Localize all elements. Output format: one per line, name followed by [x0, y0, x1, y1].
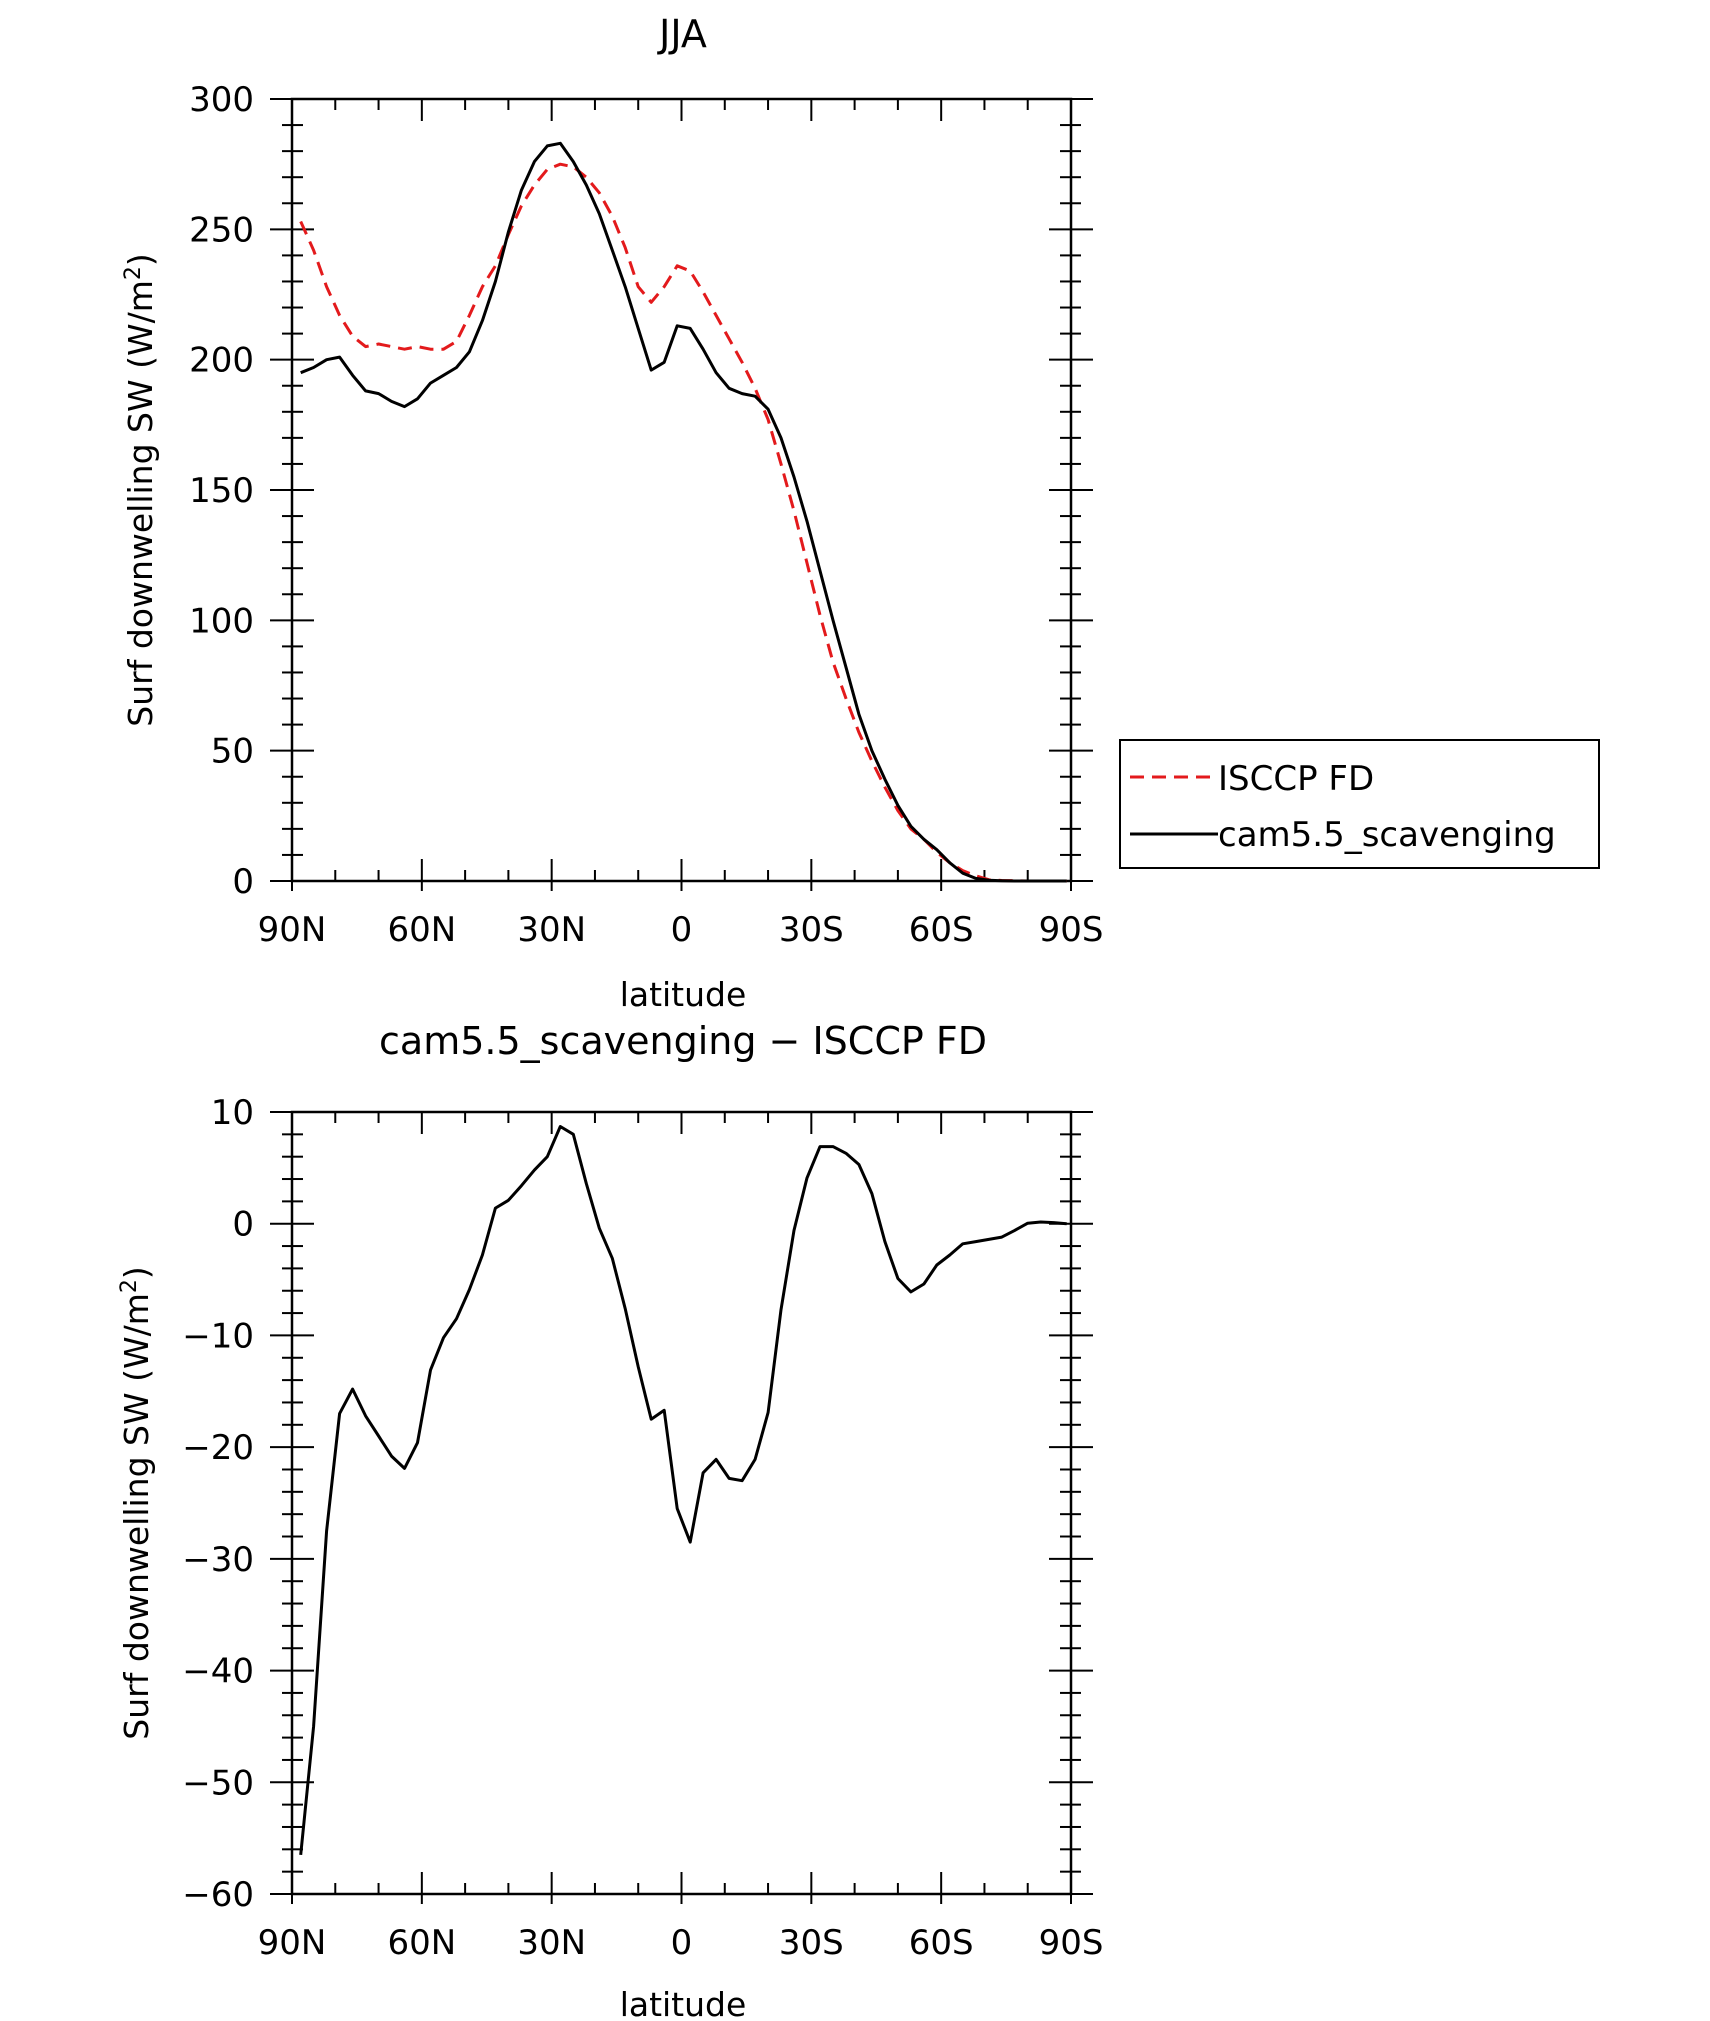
x-tick-label: 30N — [517, 1923, 586, 1963]
y-tick-label: 150 — [189, 471, 254, 511]
legend-label-isccp-fd: ISCCP FD — [1218, 759, 1374, 799]
y-tick-label: −50 — [182, 1763, 254, 1803]
x-tick-label: 0 — [671, 1923, 693, 1963]
y-tick-label: 10 — [211, 1093, 254, 1133]
y-tick-label: −10 — [182, 1316, 254, 1356]
tick-marks — [270, 98, 1093, 891]
x-tick-label: 90S — [1039, 910, 1104, 950]
bottom-panel: cam5.5_scavenging − ISCCP FD 90N 60N 30N 0 3… — [117, 1019, 1103, 2021]
series-layer — [299, 141, 1067, 883]
y-tick-label: −20 — [182, 1428, 254, 1468]
x-tick-label: 30N — [517, 910, 586, 950]
plot-frame — [290, 1110, 1073, 1896]
x-tick-label: 60S — [909, 1923, 974, 1963]
y-tick-label: −30 — [182, 1540, 254, 1580]
series-line-difference — [299, 1125, 1067, 1856]
y-tick-labels: 10 0 −10 −20 −30 −40 −50 −60 — [182, 1093, 254, 1915]
y-tick-label: −40 — [182, 1652, 254, 1692]
x-tick-label: 60S — [909, 910, 974, 950]
y-tick-label: 50 — [211, 732, 254, 772]
legend-label-cam5-5-scavenging: cam5.5_scavenging — [1218, 815, 1556, 855]
x-tick-label: 30S — [779, 910, 844, 950]
series-line-isccp-fd — [299, 162, 1067, 883]
legend-box — [1119, 739, 1600, 869]
y-axis-label: Surf downwelling SW (W/m2) — [121, 253, 160, 726]
y-tick-label: 0 — [232, 862, 254, 902]
tick-marks — [270, 1111, 1093, 1904]
x-tick-label: 90N — [258, 910, 327, 950]
series-layer — [299, 1125, 1067, 1856]
y-axis-label: Surf downwelling SW (W/m2) — [117, 1266, 156, 1739]
series-line-cam5-5-scavenging — [300, 141, 1067, 883]
x-tick-label: 30S — [779, 1923, 844, 1963]
x-tick-label: 60N — [387, 1923, 456, 1963]
y-tick-label: 300 — [189, 80, 254, 120]
plot-frame — [290, 97, 1073, 883]
y-tick-labels: 0 50 100 150 200 250 300 — [189, 80, 254, 902]
x-tick-label: 90N — [258, 1923, 327, 1963]
y-tick-label: 100 — [189, 601, 254, 641]
y-tick-label: 200 — [189, 341, 254, 381]
y-tick-label: 250 — [189, 210, 254, 250]
x-tick-labels: 90N 60N 30N 0 30S 60S 90S — [258, 910, 1104, 950]
x-tick-label: 0 — [671, 910, 693, 950]
y-tick-label: −60 — [182, 1875, 254, 1915]
legend: ISCCP FD cam5.5_scavenging — [1119, 739, 1600, 869]
chart-title: JJA — [657, 12, 707, 56]
x-tick-label: 60N — [387, 910, 456, 950]
x-axis-label: latitude — [620, 975, 747, 1014]
x-axis-label: latitude — [620, 1985, 747, 2021]
chart-title: cam5.5_scavenging − ISCCP FD — [379, 1019, 987, 1063]
y-tick-label: 0 — [232, 1205, 254, 1245]
x-tick-label: 90S — [1039, 1923, 1104, 1963]
top-panel: JJA 90N 60N 30N 0 30S 60S 90S 0 50 100 150 200 250 3… — [121, 12, 1600, 1014]
x-tick-labels: 90N 60N 30N 0 30S 60S 90S — [258, 1923, 1104, 1963]
